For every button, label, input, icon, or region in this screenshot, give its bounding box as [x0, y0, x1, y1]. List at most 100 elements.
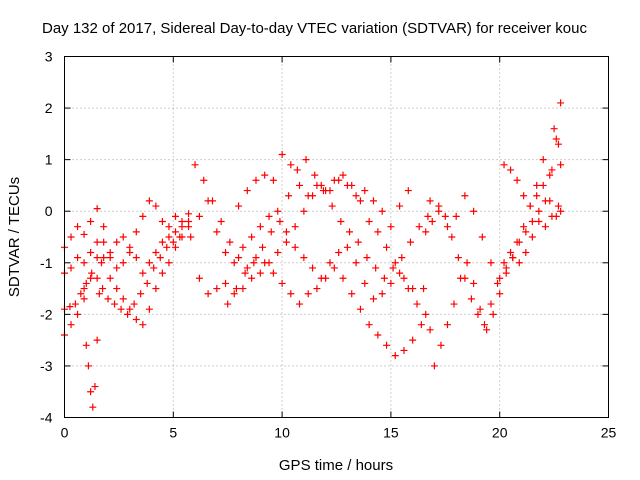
- data-point: [285, 192, 293, 200]
- x-axis-label: GPS time / hours: [279, 457, 393, 474]
- data-point: [380, 274, 388, 282]
- x-tick-label: 25: [601, 425, 617, 441]
- data-point: [185, 218, 193, 226]
- series-track-5: [80, 259, 105, 411]
- data-point: [80, 295, 88, 303]
- data-point: [208, 197, 216, 205]
- y-axis-label: SDTVAR / TECUs: [6, 177, 23, 297]
- data-point: [441, 212, 449, 220]
- data-point: [204, 290, 212, 298]
- data-point: [80, 285, 88, 293]
- y-tick-label: -4: [40, 410, 53, 426]
- data-point: [483, 326, 491, 334]
- data-point: [213, 285, 221, 293]
- data-point: [443, 321, 451, 329]
- data-point: [158, 269, 166, 277]
- data-point: [235, 254, 243, 262]
- data-point: [282, 238, 290, 246]
- data-point: [424, 212, 432, 220]
- data-point: [437, 341, 445, 349]
- data-point: [74, 310, 82, 318]
- data-point: [93, 274, 101, 282]
- data-point: [507, 248, 515, 256]
- data-point: [352, 192, 360, 200]
- plot-frame: [64, 56, 609, 418]
- data-point: [111, 300, 119, 308]
- data-point: [222, 279, 230, 287]
- series-track-1: [61, 197, 193, 256]
- data-point: [417, 321, 425, 329]
- data-point: [239, 285, 247, 293]
- data-point: [435, 207, 443, 215]
- data-point: [124, 310, 132, 318]
- data-point: [248, 274, 256, 282]
- data-point: [82, 341, 90, 349]
- data-point: [77, 290, 85, 298]
- data-point: [82, 279, 90, 287]
- series-track-11: [420, 202, 562, 370]
- data-point: [356, 305, 364, 313]
- data-point: [400, 274, 408, 282]
- data-point: [515, 259, 523, 267]
- data-point: [413, 300, 421, 308]
- data-point: [169, 238, 177, 246]
- data-point: [322, 187, 330, 195]
- data-point: [106, 274, 114, 282]
- grid: [64, 56, 609, 418]
- data-point: [478, 233, 486, 241]
- data-point: [300, 254, 308, 262]
- data-point: [165, 259, 173, 267]
- data-point: [235, 202, 243, 210]
- data-point: [330, 176, 338, 184]
- data-point: [265, 259, 273, 267]
- data-point: [548, 166, 556, 174]
- data-point: [300, 207, 308, 215]
- data-point: [461, 274, 469, 282]
- data-point: [450, 300, 458, 308]
- data-point: [67, 321, 75, 329]
- data-point: [152, 285, 160, 293]
- data-point: [550, 125, 558, 133]
- data-point: [226, 238, 234, 246]
- data-point: [117, 305, 125, 313]
- series-track-3: [61, 218, 193, 339]
- data-point: [406, 238, 414, 246]
- data-point: [274, 248, 282, 256]
- data-point: [470, 207, 478, 215]
- data-point: [339, 274, 347, 282]
- data-point: [296, 300, 304, 308]
- data-point: [404, 187, 412, 195]
- data-point: [230, 290, 238, 298]
- data-point: [526, 202, 534, 210]
- data-point: [422, 310, 430, 318]
- data-point: [374, 228, 382, 236]
- data-point: [474, 310, 482, 318]
- data-point: [383, 243, 391, 251]
- data-point: [378, 207, 386, 215]
- data-point: [87, 248, 95, 256]
- data-point: [339, 171, 347, 179]
- data-point: [500, 161, 508, 169]
- data-point: [535, 207, 543, 215]
- data-point: [126, 248, 134, 256]
- series-track-4: [61, 233, 184, 318]
- series-track-7: [191, 161, 425, 360]
- data-point: [119, 233, 127, 241]
- data-point: [256, 269, 264, 277]
- data-point: [528, 233, 536, 241]
- data-point: [557, 99, 565, 107]
- data-point: [535, 218, 543, 226]
- data-point: [552, 212, 560, 220]
- data-point: [87, 388, 95, 396]
- data-point: [259, 243, 267, 251]
- data-point: [100, 223, 108, 231]
- data-point: [178, 223, 186, 231]
- data-point: [291, 223, 299, 231]
- data-point: [365, 321, 373, 329]
- data-point: [509, 254, 517, 262]
- data-point: [522, 228, 530, 236]
- data-point: [137, 290, 145, 298]
- data-point: [139, 269, 147, 277]
- series-track-2: [61, 223, 193, 329]
